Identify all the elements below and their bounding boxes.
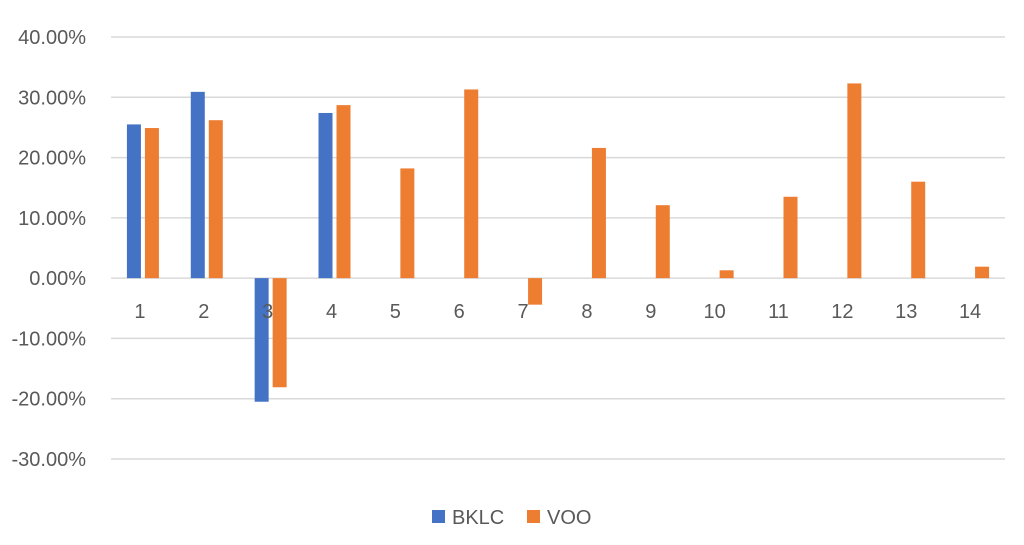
bar-voo-13 <box>911 181 926 279</box>
bar-voo-8 <box>591 147 606 279</box>
x-tick-label: 13 <box>895 301 917 323</box>
bar-voo-4 <box>336 105 351 279</box>
bar-voo-11 <box>783 196 798 279</box>
y-tick-label: 0.00% <box>29 268 86 290</box>
x-tick-label: 5 <box>390 301 401 323</box>
y-tick-label: 40.00% <box>18 27 86 49</box>
x-tick-label: 4 <box>326 301 337 323</box>
x-tick-label: 8 <box>581 301 592 323</box>
legend-label-bklc: BKLC <box>452 507 504 529</box>
y-tick-label: 10.00% <box>18 208 86 230</box>
legend-swatch-voo <box>527 510 540 523</box>
x-tick-label: 3 <box>262 301 273 323</box>
bar-bklc-2 <box>190 91 205 279</box>
bar-bklc-3 <box>254 278 269 402</box>
y-axis-tick-labels: 40.00% 30.00% 20.00% 10.00% 0.00% -10.00% -20.… <box>12 27 87 471</box>
bar-voo-6 <box>464 89 479 279</box>
y-tick-label: -20.00% <box>12 389 87 411</box>
bar-voo-1 <box>144 128 159 279</box>
x-tick-label: 14 <box>959 301 981 323</box>
x-axis-tick-labels: 1 2 3 4 5 6 7 8 9 10 11 12 13 14 <box>134 301 981 323</box>
x-tick-label: 10 <box>704 301 726 323</box>
bar-voo-5 <box>400 168 415 279</box>
y-tick-label: -30.00% <box>12 449 87 471</box>
bar-bklc-1 <box>126 124 141 279</box>
bars <box>126 83 990 402</box>
x-tick-label: 7 <box>518 301 529 323</box>
x-tick-label: 6 <box>454 301 465 323</box>
x-tick-label: 1 <box>134 301 145 323</box>
legend: BKLC VOO <box>432 507 591 529</box>
bar-voo-2 <box>208 120 223 279</box>
bar-voo-3 <box>272 278 287 388</box>
y-tick-label: 20.00% <box>18 148 86 170</box>
y-tick-label: -10.00% <box>12 328 87 350</box>
bar-voo-9 <box>655 205 670 279</box>
bar-voo-12 <box>847 83 862 279</box>
x-tick-label: 2 <box>198 301 209 323</box>
legend-label-voo: VOO <box>547 507 591 529</box>
x-tick-label: 12 <box>831 301 853 323</box>
bar-bklc-4 <box>318 112 333 279</box>
bar-voo-14 <box>975 266 990 279</box>
x-tick-label: 9 <box>645 301 656 323</box>
x-tick-label: 11 <box>768 301 789 323</box>
y-tick-label: 30.00% <box>18 87 86 109</box>
bar-voo-7 <box>528 278 543 305</box>
legend-swatch-bklc <box>432 510 445 523</box>
gridlines <box>111 36 1005 460</box>
bar-voo-10 <box>719 270 734 279</box>
